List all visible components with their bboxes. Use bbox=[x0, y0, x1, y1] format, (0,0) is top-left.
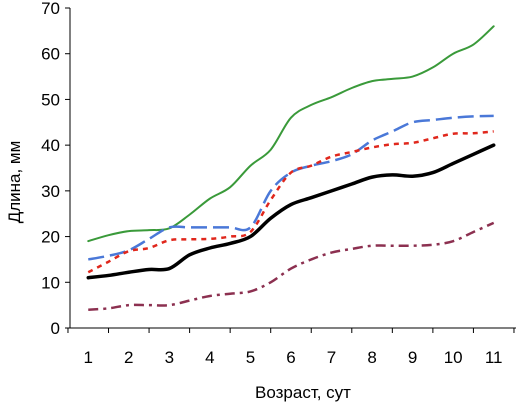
x-tick-label: 10 bbox=[444, 348, 463, 367]
x-axis-title: Возраст, сут bbox=[255, 383, 351, 402]
x-tick-label: 7 bbox=[327, 348, 336, 367]
x-tick-label: 8 bbox=[367, 348, 376, 367]
x-tick-label: 5 bbox=[246, 348, 255, 367]
x-tick-label: 2 bbox=[124, 348, 133, 367]
y-tick-label: 30 bbox=[41, 182, 60, 201]
series-layer bbox=[86, 25, 496, 311]
series-line-purple-dashdot bbox=[88, 221, 495, 311]
series-line-green bbox=[87, 25, 495, 243]
y-tick-label: 50 bbox=[41, 90, 60, 109]
y-tick-label: 70 bbox=[41, 0, 60, 18]
x-tick-label: 1 bbox=[84, 348, 93, 367]
axes-layer bbox=[69, 8, 516, 329]
x-tick-label: 4 bbox=[205, 348, 214, 367]
series-line-blue-dashed bbox=[88, 114, 494, 261]
x-tick-label: 9 bbox=[408, 348, 417, 367]
y-tick-label: 0 bbox=[51, 319, 60, 338]
y-axis-title: Длина, мм bbox=[5, 141, 24, 224]
y-tick-label: 60 bbox=[41, 45, 60, 64]
x-tick-label: 6 bbox=[286, 348, 295, 367]
x-tick-label: 11 bbox=[485, 348, 503, 367]
y-tick-label: 40 bbox=[41, 136, 60, 155]
series-line-black bbox=[86, 143, 496, 280]
series-line-red-dotted bbox=[87, 130, 494, 274]
x-tick-label: 3 bbox=[165, 348, 174, 367]
tick-layer: 0 10 20 30 40 50 60 70 1 2 3 4 5 6 7 8 9 10 11 bbox=[41, 0, 515, 367]
y-tick-label: 10 bbox=[41, 273, 60, 292]
y-tick-label: 20 bbox=[41, 228, 60, 247]
